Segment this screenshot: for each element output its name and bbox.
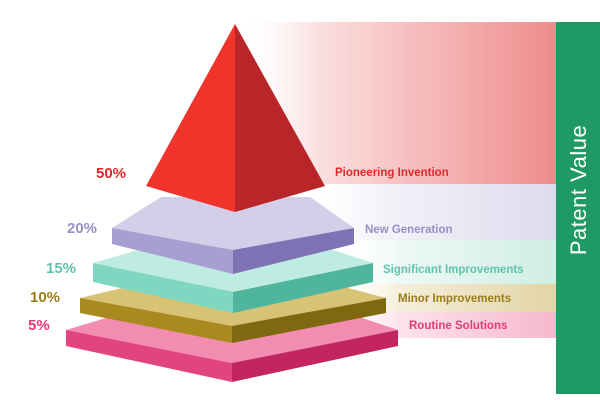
- label-minor: Minor Improvements: [398, 293, 511, 305]
- label-new-generation: New Generation: [365, 224, 453, 236]
- tier-new-generation: [112, 197, 354, 274]
- percent-routine: 5%: [28, 317, 50, 334]
- percent-minor: 10%: [30, 289, 60, 306]
- percent-significant: 15%: [46, 260, 76, 277]
- label-pioneering: Pioneering Invention: [335, 167, 449, 179]
- side-label: Patent Value: [566, 125, 591, 255]
- label-routine: Routine Solutions: [409, 320, 507, 332]
- percent-pioneering: 50%: [96, 165, 126, 182]
- percent-new-generation: 20%: [67, 220, 97, 237]
- tier-pioneering: [146, 24, 325, 212]
- label-significant: Significant Improvements: [383, 264, 524, 276]
- side-bar: [556, 22, 600, 394]
